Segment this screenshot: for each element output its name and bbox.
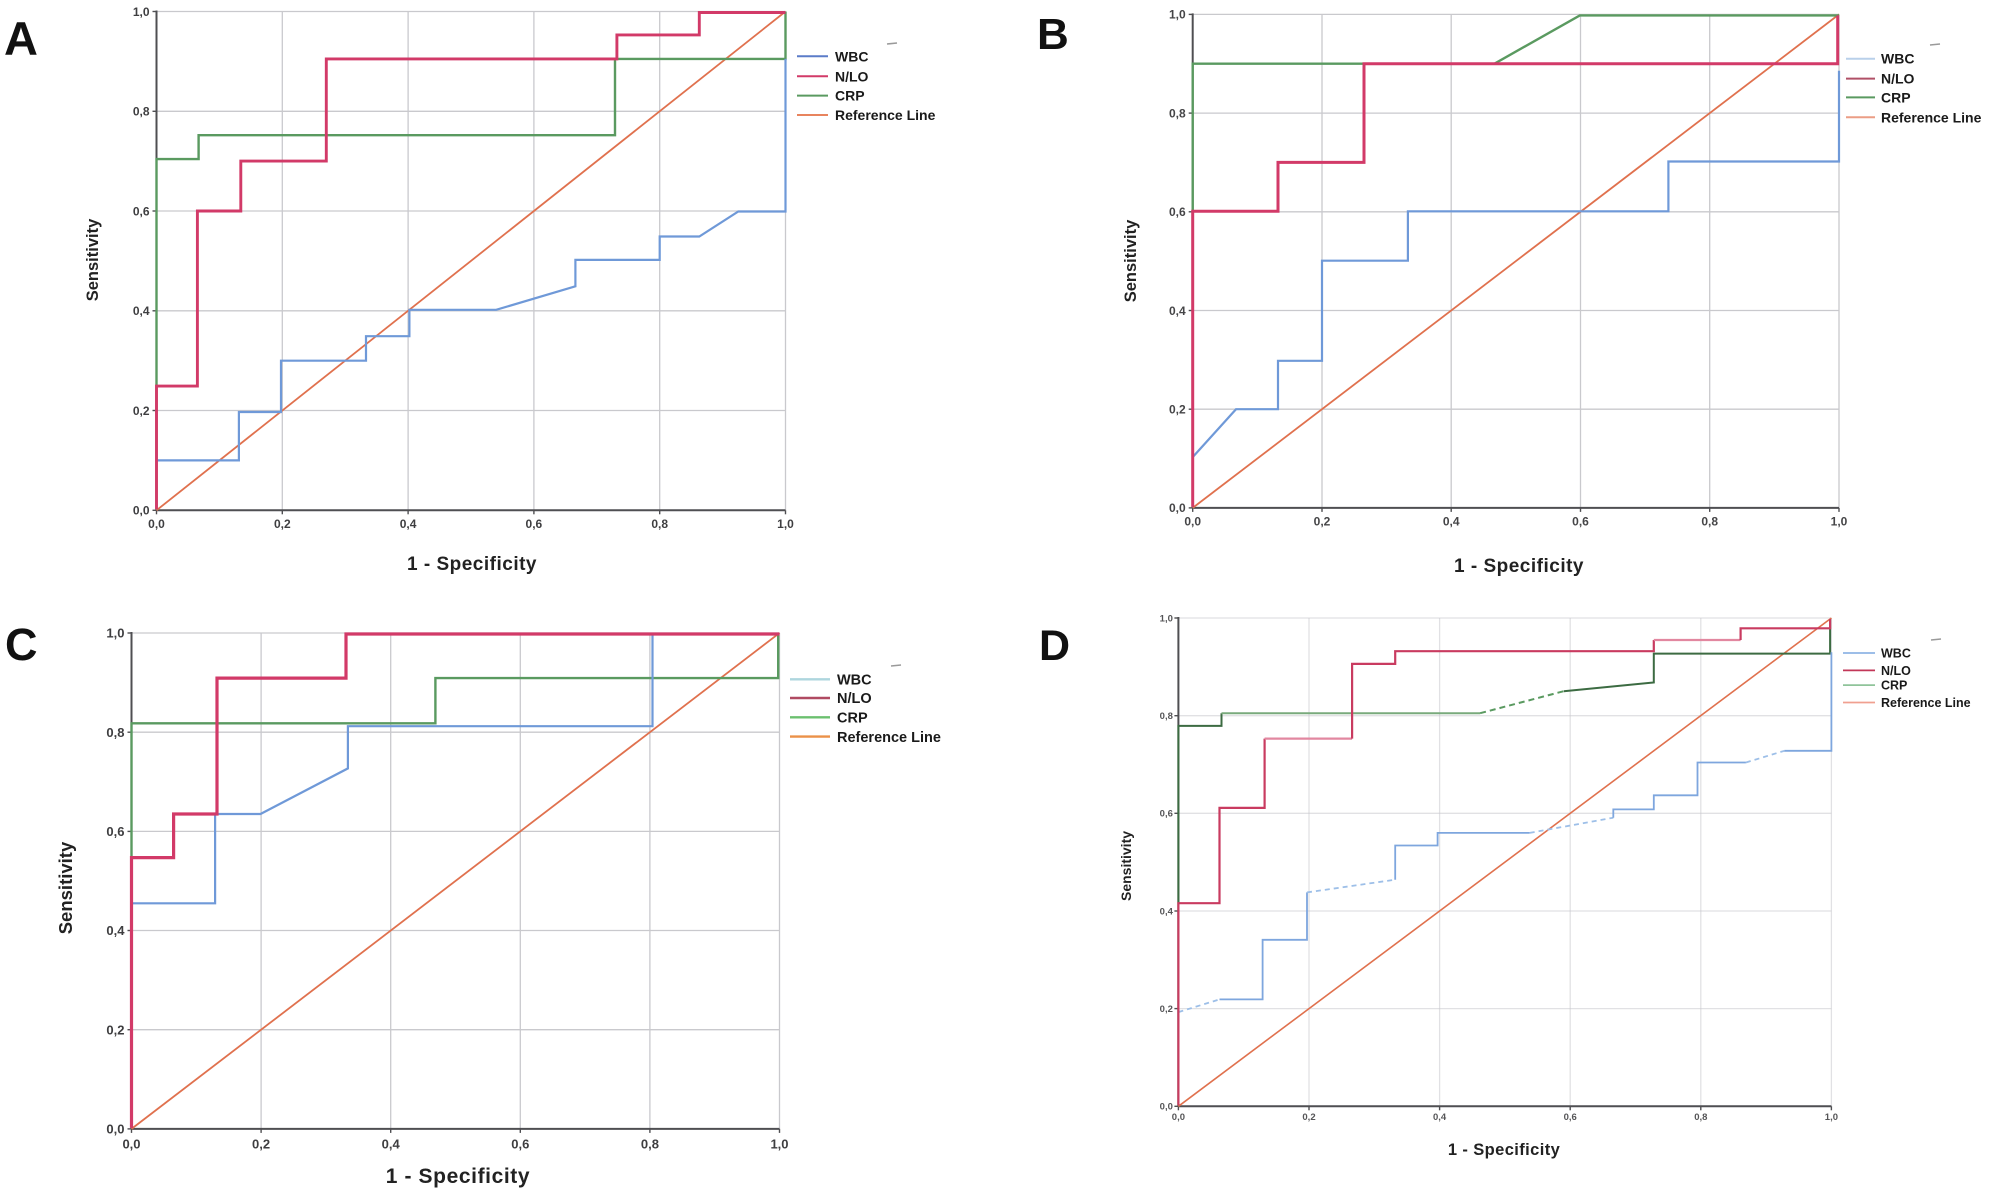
- svg-text:0,2: 0,2: [133, 404, 150, 418]
- svg-text:0,8: 0,8: [1701, 515, 1718, 529]
- svg-text:Sensitivity: Sensitivity: [1118, 831, 1134, 901]
- svg-text:WBC: WBC: [1881, 51, 1914, 67]
- svg-text:CRP: CRP: [835, 88, 865, 104]
- svg-text:0,0: 0,0: [1160, 1102, 1173, 1113]
- svg-text:CRP: CRP: [837, 711, 868, 727]
- svg-text:Sensitivity: Sensitivity: [55, 841, 76, 934]
- svg-text:0,8: 0,8: [1694, 1112, 1707, 1123]
- svg-text:0,4: 0,4: [382, 1137, 401, 1152]
- svg-text:N/LO: N/LO: [835, 68, 869, 84]
- svg-text:0,0: 0,0: [1169, 501, 1186, 515]
- svg-text:1,0: 1,0: [1825, 1112, 1838, 1123]
- svg-text:0,2: 0,2: [1314, 515, 1331, 529]
- svg-text:Sensitivity: Sensitivity: [1122, 219, 1140, 302]
- svg-text:CRP: CRP: [1881, 679, 1907, 693]
- svg-text:0,2: 0,2: [274, 517, 291, 531]
- svg-text:Reference Line: Reference Line: [1881, 696, 1971, 710]
- svg-text:0,4: 0,4: [1160, 906, 1174, 917]
- svg-text:0,2: 0,2: [1169, 403, 1186, 417]
- svg-text:0,2: 0,2: [1302, 1112, 1315, 1123]
- svg-text:Reference Line: Reference Line: [837, 730, 941, 746]
- svg-text:0,0: 0,0: [133, 504, 150, 518]
- svg-text:0,8: 0,8: [1160, 711, 1173, 722]
- svg-text:Reference Line: Reference Line: [835, 107, 936, 123]
- svg-text:1 - Specificity: 1 - Specificity: [386, 1165, 530, 1188]
- svg-text:1,0: 1,0: [106, 626, 124, 641]
- svg-text:WBC: WBC: [1881, 647, 1911, 661]
- svg-text:0,0: 0,0: [1184, 515, 1201, 529]
- svg-text:0,6: 0,6: [1169, 205, 1186, 219]
- svg-text:0,6: 0,6: [106, 824, 124, 839]
- svg-text:1 - Specificity: 1 - Specificity: [1454, 556, 1584, 577]
- svg-text:0,6: 0,6: [133, 204, 150, 218]
- svg-text:N/LO: N/LO: [837, 691, 872, 707]
- svg-text:0,2: 0,2: [252, 1137, 270, 1152]
- svg-text:1,0: 1,0: [133, 5, 150, 19]
- svg-text:A: A: [4, 12, 38, 65]
- svg-text:0,6: 0,6: [526, 517, 543, 531]
- svg-text:0,0: 0,0: [106, 1122, 124, 1137]
- svg-text:1,0: 1,0: [1831, 515, 1848, 529]
- svg-text:0,8: 0,8: [106, 725, 124, 740]
- svg-text:0,6: 0,6: [511, 1137, 529, 1152]
- svg-text:0,0: 0,0: [1172, 1112, 1185, 1123]
- svg-text:WBC: WBC: [835, 48, 868, 64]
- svg-text:0,8: 0,8: [651, 517, 668, 531]
- svg-text:B: B: [1037, 10, 1069, 59]
- svg-text:1,0: 1,0: [770, 1137, 788, 1152]
- svg-text:C: C: [5, 619, 38, 670]
- svg-text:Sensitivity: Sensitivity: [84, 218, 102, 301]
- svg-text:0,4: 0,4: [1433, 1112, 1447, 1123]
- svg-text:CRP: CRP: [1881, 89, 1911, 105]
- svg-text:0,4: 0,4: [133, 304, 150, 318]
- svg-text:1 - Specificity: 1 - Specificity: [407, 554, 537, 575]
- svg-text:1,0: 1,0: [1169, 8, 1186, 22]
- svg-text:WBC: WBC: [837, 673, 872, 689]
- svg-text:N/LO: N/LO: [1881, 664, 1911, 678]
- svg-text:D: D: [1039, 622, 1070, 670]
- svg-text:N/LO: N/LO: [1881, 71, 1915, 87]
- svg-text:1,0: 1,0: [777, 517, 794, 531]
- svg-text:0,8: 0,8: [1169, 106, 1186, 120]
- svg-text:0,8: 0,8: [133, 105, 150, 119]
- svg-text:0,4: 0,4: [1169, 304, 1186, 318]
- svg-text:0,6: 0,6: [1564, 1112, 1577, 1123]
- svg-text:0,2: 0,2: [106, 1022, 124, 1037]
- svg-text:0,4: 0,4: [1443, 515, 1460, 529]
- svg-text:1,0: 1,0: [1160, 613, 1173, 624]
- svg-text:0,2: 0,2: [1160, 1004, 1173, 1015]
- svg-text:0,0: 0,0: [122, 1137, 140, 1152]
- svg-text:0,0: 0,0: [148, 517, 165, 531]
- svg-text:1 - Specificity: 1 - Specificity: [1448, 1141, 1561, 1159]
- svg-text:Reference Line: Reference Line: [1881, 109, 1982, 125]
- svg-text:0,4: 0,4: [400, 517, 417, 531]
- svg-text:0,4: 0,4: [106, 923, 125, 938]
- svg-text:0,6: 0,6: [1160, 809, 1173, 820]
- svg-text:0,6: 0,6: [1572, 515, 1589, 529]
- svg-text:0,8: 0,8: [641, 1137, 659, 1152]
